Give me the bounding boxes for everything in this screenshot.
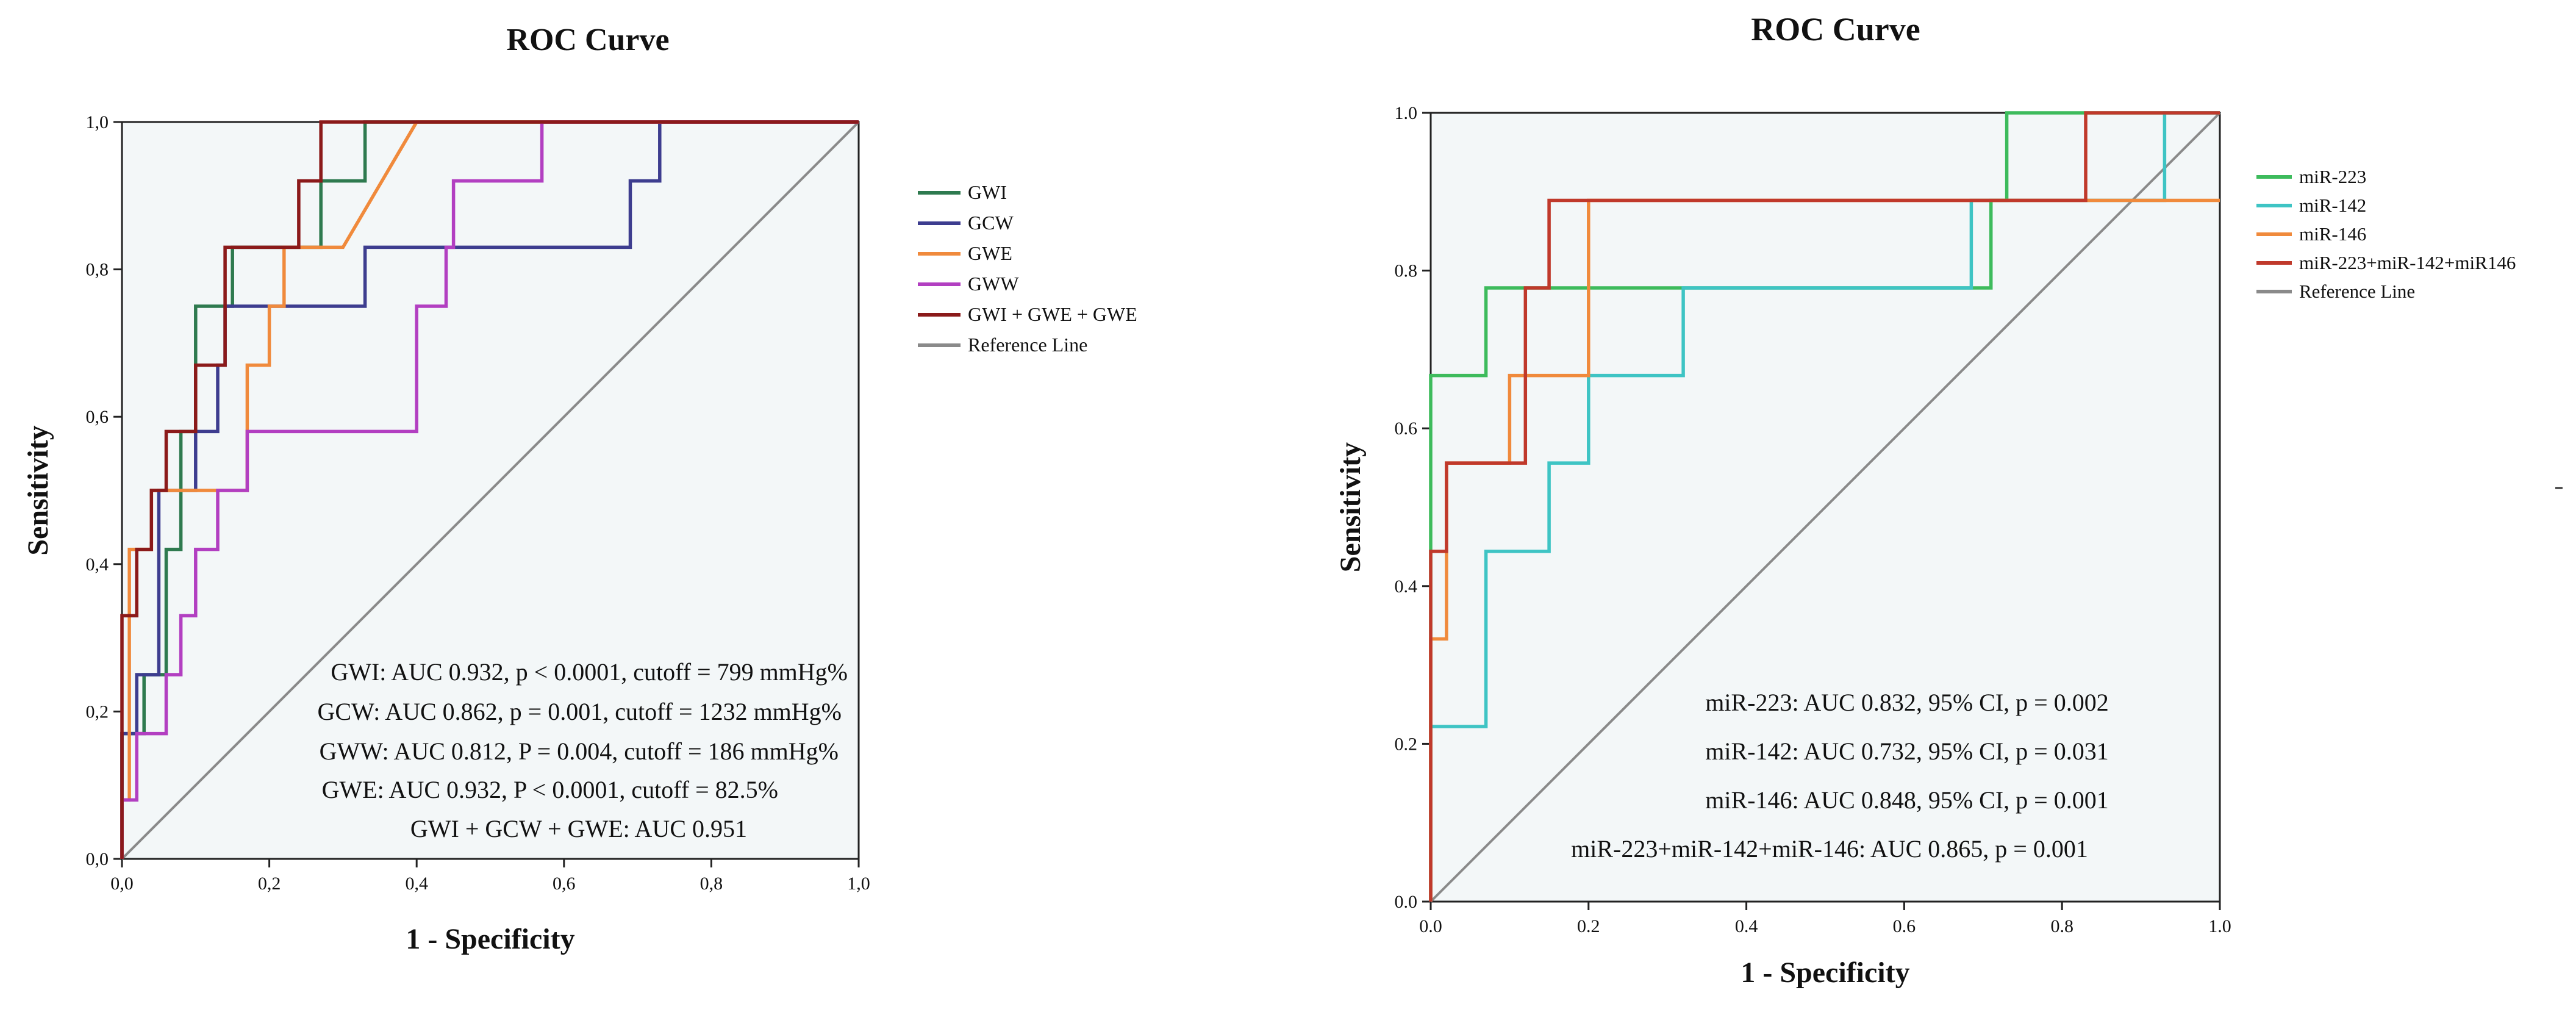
series-line-gwi-gwe-gwe [120, 120, 859, 859]
series-line-mir-223 [1429, 111, 2220, 902]
legend-label: miR-223+miR-142+miR146 [2299, 252, 2516, 273]
chart-1: ROC Curve 0,0 0,2 0,4 0,6 0,8 1,0 0,0 0,2 0,4 0,6 0… [22, 23, 1137, 955]
x-tick-label: 0,8 [700, 874, 723, 894]
y-tick-label: 0,2 [86, 702, 109, 722]
x-tick-label: 0.0 [1419, 916, 1442, 936]
legend-label: Reference Line [2299, 281, 2415, 302]
y-axis-label: Sensitivity [1334, 442, 1367, 572]
auc-annotation: miR-223+miR-142+miR-146: AUC 0.865, p = … [1571, 835, 2088, 863]
chart-title: ROC Curve [506, 23, 669, 57]
y-tick-label: 0.8 [1395, 261, 1418, 281]
x-tick-label: 0.4 [1735, 916, 1758, 936]
y-tick-label: 0,0 [86, 849, 109, 869]
x-axis-label: 1 - Specificity [406, 923, 574, 955]
x-tick-label: 0.6 [1893, 916, 1916, 936]
auc-annotation: GWE: AUC 0.932, P < 0.0001, cutoff = 82.… [322, 776, 778, 803]
y-tick-label: 1,0 [86, 112, 109, 132]
legend-label: GWI + GWE + GWE [968, 303, 1137, 325]
legend: miR-223 miR-142 miR-146 miR-223+miR-142+miR… [2256, 166, 2516, 302]
legend-label: GWI [968, 181, 1007, 203]
series-line-gwe [120, 120, 859, 859]
legend-label: miR-146 [2299, 223, 2366, 245]
y-tick-label: 0.6 [1395, 418, 1418, 439]
legend: GWI GCW GWE GWW GWI + GWE + GWE Reference Lin… [918, 181, 1137, 356]
x-axis-label: 1 - Specificity [1741, 956, 1909, 989]
auc-annotation: GWI + GCW + GWE: AUC 0.951 [410, 815, 747, 842]
y-tick-label: 0,6 [86, 407, 109, 427]
chart-title: ROC Curve [1751, 11, 1920, 48]
y-tick-label: 0.4 [1395, 576, 1418, 597]
y-tick-label: 0.0 [1395, 892, 1418, 912]
legend-label: miR-142 [2299, 195, 2366, 216]
legend-label: Reference Line [968, 334, 1087, 356]
legend-label: GCW [968, 212, 1014, 234]
legend-label: miR-223 [2299, 166, 2366, 187]
y-tick-label: 0.2 [1395, 734, 1418, 754]
auc-annotation: miR-146: AUC 0.848, 95% CI, p = 0.001 [1705, 786, 2108, 814]
x-tick-label: 0.2 [1577, 916, 1600, 936]
y-tick-label: 0,8 [86, 260, 109, 280]
legend-label: GWW [968, 273, 1019, 295]
auc-annotation: miR-142: AUC 0.732, 95% CI, p = 0.031 [1705, 737, 2108, 765]
x-tick-label: 0,0 [110, 874, 134, 894]
chart-2: ROC Curve 0.0 0.2 0.4 0.6 0.8 1.0 0.0 0.2 0.4 0.6 0… [1334, 11, 2516, 989]
series-line-gww [120, 120, 859, 859]
auc-annotation: GWW: AUC 0.812, P = 0.004, cutoff = 186 … [320, 737, 839, 765]
y-tick-label: 0,4 [86, 554, 109, 575]
series-line-mir-223-mir-142-mir146 [1429, 111, 2220, 902]
series-line-reference-line [1429, 112, 2221, 903]
x-tick-label: 1.0 [2208, 916, 2231, 936]
legend-label: GWE [968, 242, 1012, 264]
y-tick-label: 1.0 [1395, 103, 1418, 123]
x-tick-label: 0.8 [2050, 916, 2073, 936]
x-tick-label: 0,2 [258, 874, 281, 894]
y-axis-label: Sensitivity [22, 425, 54, 555]
auc-annotation: GWI: AUC 0.932, p < 0.0001, cutoff = 799… [331, 658, 848, 686]
auc-annotation: GCW: AUC 0.862, p = 0.001, cutoff = 1232… [317, 698, 842, 725]
x-tick-label: 1,0 [847, 874, 870, 894]
auc-annotation: miR-223: AUC 0.832, 95% CI, p = 0.002 [1705, 689, 2108, 716]
series-line-reference-line [121, 121, 860, 860]
x-tick-label: 0,4 [405, 874, 428, 894]
x-tick-label: 0,6 [553, 874, 576, 894]
